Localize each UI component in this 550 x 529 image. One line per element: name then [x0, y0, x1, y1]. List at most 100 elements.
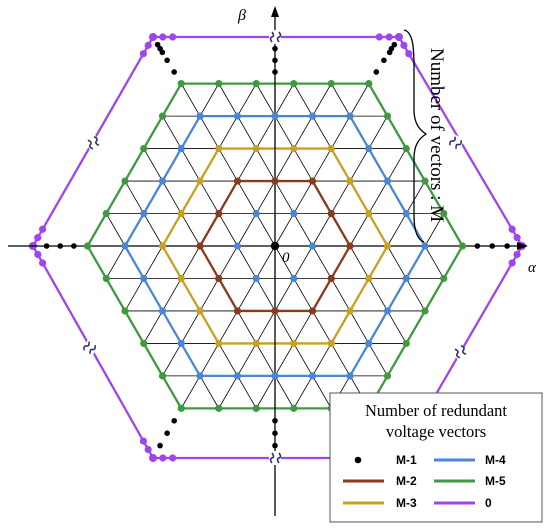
vector-node [440, 209, 448, 218]
vector-node [233, 112, 242, 120]
outer-node [34, 250, 42, 259]
vector-node [402, 209, 410, 218]
vector-node [196, 307, 204, 315]
grid-line [237, 245, 257, 279]
vector-node [402, 339, 410, 348]
grid-line [105, 245, 126, 279]
vector-node [290, 274, 298, 283]
grid-line [387, 213, 407, 247]
grid-line [255, 278, 276, 312]
vector-node [271, 372, 279, 380]
alpha-arrowhead [517, 242, 528, 250]
vector-node [215, 339, 223, 348]
outer-node [159, 33, 167, 41]
legend-label-m-5: M-5 [485, 474, 506, 488]
vector-node [271, 307, 279, 315]
axis-break-icon [447, 133, 465, 153]
outer-node [149, 454, 157, 462]
grid-line [218, 245, 238, 279]
vector-node [215, 404, 223, 412]
grid-line [237, 375, 257, 409]
legend-label-m-4: M-4 [485, 453, 506, 467]
grid-line [349, 310, 370, 344]
grid-line [218, 343, 238, 377]
grid-line [237, 278, 257, 312]
grid-line [368, 180, 388, 214]
vector-node [177, 80, 185, 88]
grid-line [293, 148, 313, 182]
vector-node [346, 372, 354, 380]
redundancy-dot [157, 442, 163, 449]
redundancy-dot [171, 417, 177, 424]
grid-line [312, 310, 332, 344]
grid-line [180, 310, 201, 344]
vector-node [383, 307, 392, 315]
grid-line [162, 278, 182, 312]
redundancy-dot [272, 417, 278, 424]
grid-line [387, 148, 407, 182]
grid-line [143, 213, 163, 247]
beta-label: β [237, 7, 246, 24]
grid-line [199, 278, 220, 312]
legend-title-line1: Number of redundant [365, 401, 507, 420]
vector-nodes [83, 80, 467, 412]
vector-node [383, 242, 392, 250]
redundancy-dot [57, 243, 64, 249]
outer-node [508, 259, 516, 267]
vector-node [271, 112, 279, 120]
grid-line [237, 83, 257, 117]
grid-line [237, 310, 257, 344]
vector-node [233, 372, 242, 380]
grid-line [274, 245, 295, 279]
grid-line [218, 310, 238, 344]
redundancy-dot [391, 41, 398, 48]
redundancy-dot [154, 41, 161, 48]
outer-node [34, 234, 42, 242]
outer-node [159, 454, 167, 462]
redundancy-dot [386, 49, 393, 56]
outer-node [400, 41, 408, 49]
vector-node [308, 242, 317, 250]
vector-node [233, 307, 242, 315]
grid-line [162, 343, 182, 377]
vector-node [290, 209, 298, 218]
outer-node [405, 50, 413, 58]
vector-node [83, 242, 92, 250]
grid-line [312, 148, 332, 182]
vector-node [233, 177, 242, 185]
grid-line [180, 83, 201, 117]
grid-line [330, 83, 351, 117]
outer-node [513, 250, 521, 259]
grid-line [143, 245, 163, 279]
vector-node [252, 404, 260, 412]
grid-line [349, 83, 370, 117]
grid-line [293, 180, 313, 214]
grid-line [293, 245, 313, 279]
grid-line [255, 213, 276, 247]
vector-node [177, 404, 185, 412]
vector-node [458, 242, 467, 250]
vector-node [346, 242, 354, 250]
m-count-note: Number of vectors : M [426, 48, 447, 222]
grid-line [293, 83, 313, 117]
legend-box [329, 392, 543, 523]
grid-line [312, 115, 332, 149]
vector-node [252, 274, 260, 283]
grid-line [293, 278, 313, 312]
grid-line [218, 213, 238, 247]
vector-node [308, 112, 317, 120]
vector-node [215, 274, 223, 283]
vector-node [383, 372, 392, 380]
grid-line [199, 343, 220, 377]
vector-node [158, 112, 167, 120]
vector-node [402, 274, 410, 283]
vector-node [140, 209, 148, 218]
vector-node [270, 241, 280, 251]
redundancy-dot [43, 243, 50, 249]
vector-node [121, 177, 129, 185]
vector-node [121, 307, 129, 315]
vector-node [158, 177, 167, 185]
grid-line [274, 83, 295, 117]
outer-node [139, 437, 147, 445]
